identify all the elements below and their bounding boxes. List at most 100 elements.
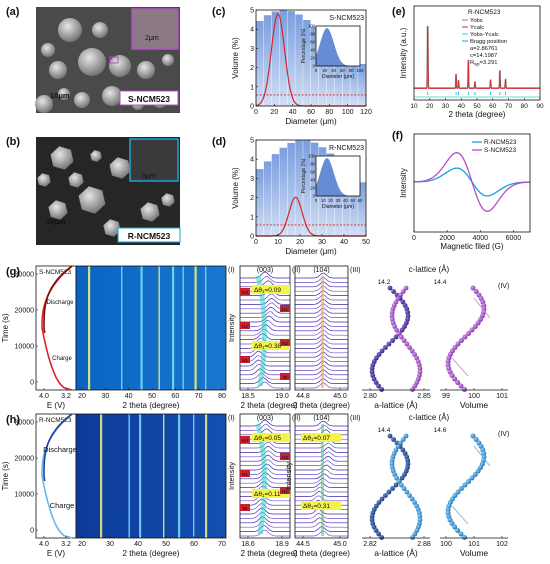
volume-point: [445, 359, 451, 364]
volume-point: [458, 338, 464, 343]
sem-particle: [161, 193, 175, 207]
c-lattice-point: [410, 535, 415, 540]
delta-text: Δθ1=0.05: [254, 435, 281, 442]
subpanel-label: (II): [292, 267, 301, 274]
inset-y-tick: 100: [308, 24, 316, 29]
volume-point: [478, 317, 484, 322]
c-lattice-point: [417, 514, 423, 519]
a-lattice-point: [376, 383, 382, 389]
x-tick-label: 18.6: [241, 541, 255, 548]
fit-parameter: a=2.86761: [470, 46, 498, 52]
subpanel-label: (I): [228, 267, 235, 274]
y-tick-label: 4: [250, 157, 254, 164]
c-lattice-point: [401, 338, 407, 343]
psd-bar: [295, 140, 303, 236]
c-lattice-point: [395, 444, 401, 449]
delta-text: Δθ1=0.09: [254, 287, 281, 294]
inset-x-tick: 100: [357, 68, 365, 73]
c-lattice-point: [404, 489, 410, 495]
xrd-yobs: [414, 25, 540, 89]
x-tick-label: 100: [342, 109, 354, 116]
peak-index: (003): [257, 415, 273, 422]
x-tick-label: 30: [318, 239, 326, 246]
c-lattice-point: [414, 528, 420, 533]
diffraction-line: [128, 414, 130, 538]
phase-tag-label: H1: [282, 307, 288, 313]
x-tick-label: 20: [270, 109, 278, 116]
volume-point: [455, 528, 461, 533]
sem-particle: [90, 150, 102, 162]
x-tick-label: 60: [307, 109, 315, 116]
inset-x-tick: 60: [340, 68, 345, 73]
panel-g: S-NCM523 Discharge Charge 4.0 3.2E (V) 0 10000…: [1, 265, 509, 410]
y-tick-label: 5: [250, 138, 254, 145]
waterfall-trace: [240, 419, 290, 427]
sample-label-b: R-NCM523: [128, 231, 171, 241]
sem-particle: [49, 61, 67, 79]
x-tick-label: 102: [496, 541, 508, 548]
inset-x-tick: 30: [336, 198, 341, 203]
volume-point: [475, 320, 481, 326]
diffraction-line: [121, 266, 123, 390]
inset-x-tick: 20: [322, 68, 327, 73]
x-tick-label: 50: [162, 541, 170, 548]
phase-tag: [280, 339, 290, 346]
a-lattice-point: [373, 503, 379, 509]
x-tick-label: 80: [325, 109, 333, 116]
inset-x-tick: 0: [315, 198, 318, 203]
volume-point: [473, 437, 479, 442]
y-axis-label: Volume (%): [231, 37, 240, 79]
delta-value: =0.07: [313, 435, 330, 442]
psd-bar: [334, 48, 343, 106]
plot-frame: [413, 133, 531, 233]
inset-y-tick: 40: [310, 48, 315, 53]
top-tick-label: 14.2: [378, 279, 391, 286]
delta-subscript: 1: [262, 493, 265, 498]
c-lattice-point: [394, 327, 399, 333]
volume-point: [462, 482, 468, 488]
inset-fill: [316, 158, 360, 196]
psd-bar: [303, 19, 311, 106]
delta-subscript: 1: [262, 289, 265, 294]
c-lattice-point: [407, 345, 412, 350]
delta-box: [252, 285, 290, 294]
subpanel-label: (IV): [498, 431, 509, 438]
panel-label-b: (b): [6, 136, 21, 148]
x-tick-label: 30: [106, 541, 114, 548]
y-tick-label: 4: [250, 27, 254, 34]
x-tick-label: 19.0: [275, 393, 289, 400]
c-lattice-point: [389, 461, 395, 467]
trend-arrow: [473, 297, 491, 319]
x-tick-label: 4.0: [39, 541, 49, 548]
psd-bar: [271, 11, 280, 107]
a-lattice-point: [376, 352, 382, 357]
sem-particle: [78, 48, 106, 76]
plot-frame: [315, 25, 361, 67]
x-tick-label: 10: [410, 103, 418, 110]
volume-point: [462, 535, 468, 540]
a-lattice-point: [386, 341, 392, 347]
a-lattice-point: [405, 313, 411, 319]
subscript: wp: [474, 62, 480, 67]
map-x-label: 2 theta (degree): [123, 401, 180, 410]
x-tick-label: 3.2: [61, 541, 71, 548]
inset-y-tick: 0: [313, 194, 316, 199]
series-label: S-NCM523: [329, 15, 364, 22]
inset-y-tick: 60: [310, 40, 315, 45]
sem-particle: [103, 219, 121, 237]
chart-e: 10 20 30 40 50 60 70 80 90 2 theta (degree) Intens…: [399, 5, 544, 119]
volume-point: [462, 334, 468, 340]
x-axis-label: Diameter (μm): [285, 247, 337, 256]
a-lattice-point: [371, 524, 377, 530]
volume-point: [473, 289, 479, 294]
phase-tag: [240, 470, 250, 477]
c-lattice-point: [394, 475, 399, 481]
y-axis-label: Intensity: [399, 168, 408, 198]
y-tick-label: 0: [30, 528, 34, 535]
a-lattice-point: [376, 531, 382, 537]
ev-x-label: E (V): [47, 549, 66, 558]
x-tick-label: 50: [148, 393, 156, 400]
phase-tag-label: M: [283, 375, 287, 381]
delta-text: Δθ1=0.31: [303, 503, 330, 510]
